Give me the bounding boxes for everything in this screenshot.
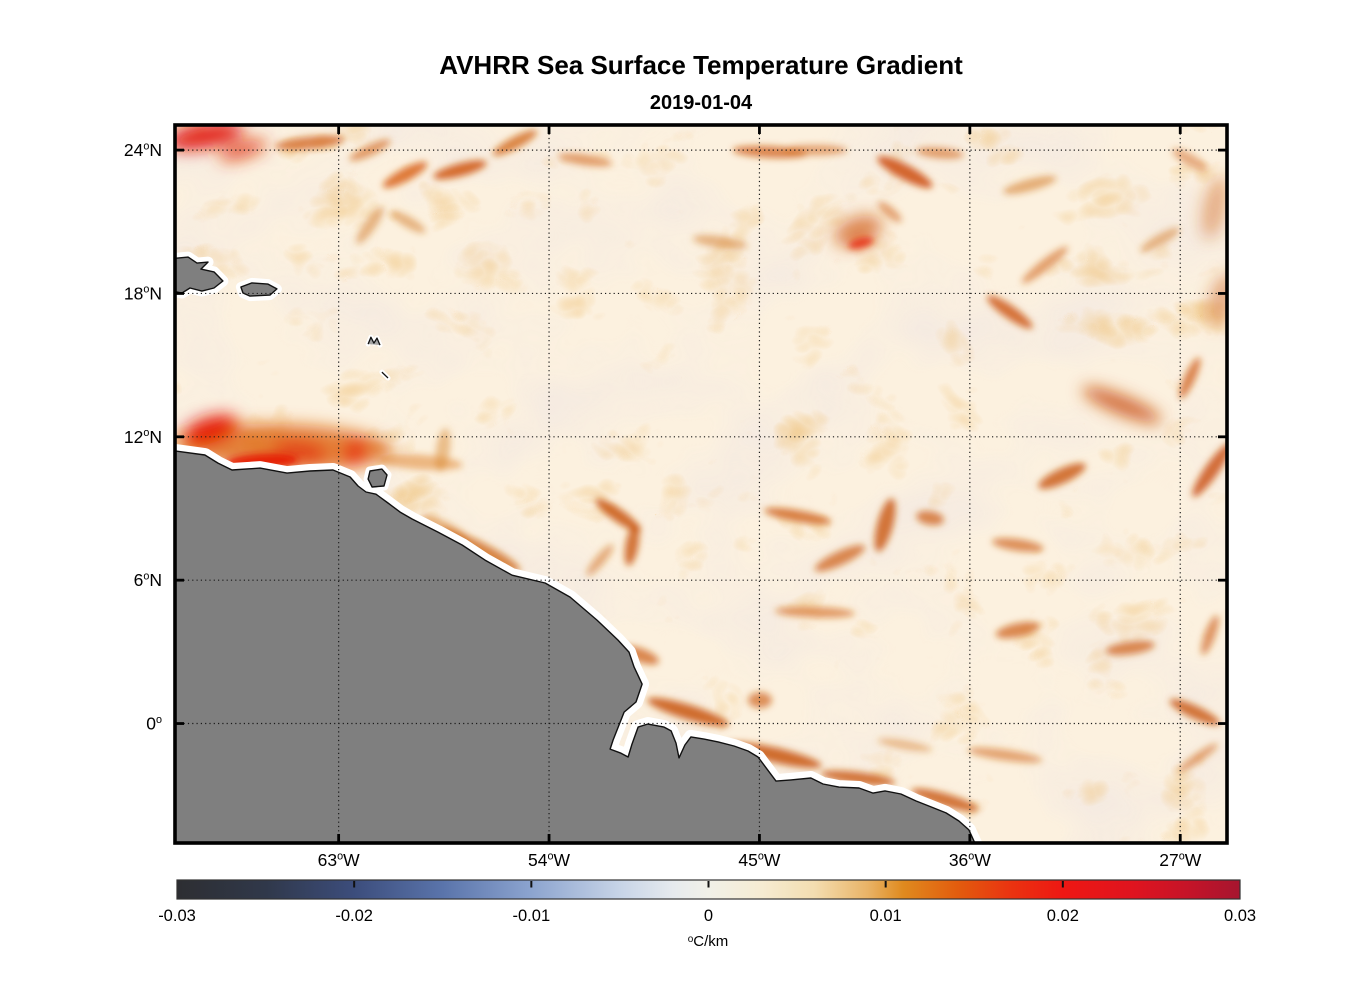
sst-gradient-feature xyxy=(911,788,979,812)
sst-gradient-feature xyxy=(967,747,1043,763)
latitude-tick-labels: 24oN 18oN 12oN 6oN 0o xyxy=(124,140,162,733)
sst-gradient-feature xyxy=(1105,640,1155,656)
sst-gradient-feature xyxy=(435,428,451,472)
sst-gradient-feature xyxy=(557,153,613,167)
y-tick-label: 6oN xyxy=(134,570,162,590)
sst-gradient-feature xyxy=(595,498,641,532)
sst-gradient-feature xyxy=(1169,699,1220,726)
sst-gradient-feature xyxy=(356,206,384,244)
sst-gradient-feature xyxy=(1172,148,1208,172)
colorbar-tick-label: 0.02 xyxy=(1047,907,1079,925)
sst-gradient-feature xyxy=(1179,357,1201,399)
colorbar-tick-label: -0.03 xyxy=(158,907,196,925)
sst-gradient-feature xyxy=(877,738,932,752)
sst-gradient-feature xyxy=(1202,175,1227,239)
colorbar-unit-label: oC/km xyxy=(688,933,729,950)
sst-gradient-feature xyxy=(692,235,748,250)
islet-mark-0 xyxy=(367,336,381,346)
colorbar-tick-label: 0 xyxy=(704,907,713,925)
land-masses xyxy=(175,256,976,843)
y-tick-label: 24oN xyxy=(124,140,162,160)
sst-gradient-feature xyxy=(182,414,238,446)
sst-gradient-feature xyxy=(1201,615,1219,655)
sst-gradient-feature xyxy=(1192,443,1227,497)
colorbar-bar xyxy=(176,879,1241,900)
graticule-gridlines xyxy=(175,125,1227,843)
sst-gradient-feature xyxy=(382,161,428,188)
sst-gradient-feature xyxy=(219,139,267,161)
sst-gradient-feature xyxy=(433,160,487,180)
longitude-tick-labels: 63oW 54oW 45oW 36oW 27oW xyxy=(318,850,1202,870)
map-field xyxy=(175,125,1227,843)
colorbar-tick-label: -0.02 xyxy=(335,907,373,925)
page-title: AVHRR Sea Surface Temperature Gradient xyxy=(439,50,963,80)
islet-mark-1 xyxy=(381,371,389,379)
sst-gradient-feature xyxy=(874,498,896,552)
sst-gradient-feature xyxy=(349,139,391,161)
colorbar: -0.03 -0.02 -0.01 0 0.01 0.02 0.03 oC/km xyxy=(158,879,1256,950)
sst-gradient-feature xyxy=(774,606,855,618)
x-tick-label: 63oW xyxy=(318,850,360,870)
colorbar-tick-label: -0.01 xyxy=(513,907,551,925)
sst-gradient-feature xyxy=(995,621,1040,639)
plot-frame xyxy=(173,123,1229,845)
axis-ticks xyxy=(175,125,1227,843)
sst-gradient-feature xyxy=(624,524,640,566)
sst-gradient-feature xyxy=(1038,463,1086,489)
sst-gradient-feature xyxy=(916,510,944,526)
colorbar-ticks xyxy=(353,881,1064,888)
land-polygon-south_america xyxy=(175,450,976,843)
sst-gradient-feature xyxy=(877,201,902,223)
colorbar-tick-label: 0.01 xyxy=(870,907,902,925)
sst-gradient-feature xyxy=(344,438,366,466)
colorbar-tick-labels: -0.03 -0.02 -0.01 0 0.01 0.02 0.03 xyxy=(158,907,1256,925)
sst-gradient-feature xyxy=(586,544,614,576)
land-polygon-trinidad xyxy=(367,468,388,488)
x-tick-label: 27oW xyxy=(1159,850,1201,870)
y-tick-label: 18oN xyxy=(124,283,162,303)
y-tick-label: 12oN xyxy=(124,427,162,447)
colorbar-tick-label: 0.03 xyxy=(1224,907,1256,925)
sst-gradient-feature xyxy=(647,697,729,727)
sst-gradient-feature xyxy=(814,544,865,572)
sst-gradient-feature xyxy=(992,538,1044,552)
sst-gradient-feature xyxy=(390,210,426,234)
sst-gradient-feature xyxy=(275,135,345,151)
sst-gradient-feature xyxy=(1140,227,1180,253)
sst-gradient-feature xyxy=(877,156,933,189)
y-tick-label: 0o xyxy=(146,714,162,734)
sst-gradient-feature xyxy=(1021,246,1069,284)
sst-gradient-feature xyxy=(1082,387,1162,423)
chart-date-subtitle: 2019-01-04 xyxy=(649,92,753,114)
sst-gradient-feature xyxy=(764,507,832,525)
sst-gradient-feature xyxy=(175,125,244,150)
x-tick-label: 45oW xyxy=(738,850,780,870)
sst-gradient-feature xyxy=(1003,175,1057,195)
sst-gradient-feature xyxy=(820,770,896,786)
x-tick-label: 54oW xyxy=(528,850,570,870)
sst-gradient-feature xyxy=(848,236,874,250)
sst-gradient-feature xyxy=(1177,743,1218,773)
sst-gradient-feature xyxy=(492,130,538,156)
sst-gradient-feature xyxy=(782,144,848,156)
sst-gradient-feature xyxy=(1207,273,1227,327)
x-tick-label: 36oW xyxy=(949,850,991,870)
sst-gradient-feature xyxy=(986,295,1033,329)
sst-gradient-feature xyxy=(747,692,772,709)
